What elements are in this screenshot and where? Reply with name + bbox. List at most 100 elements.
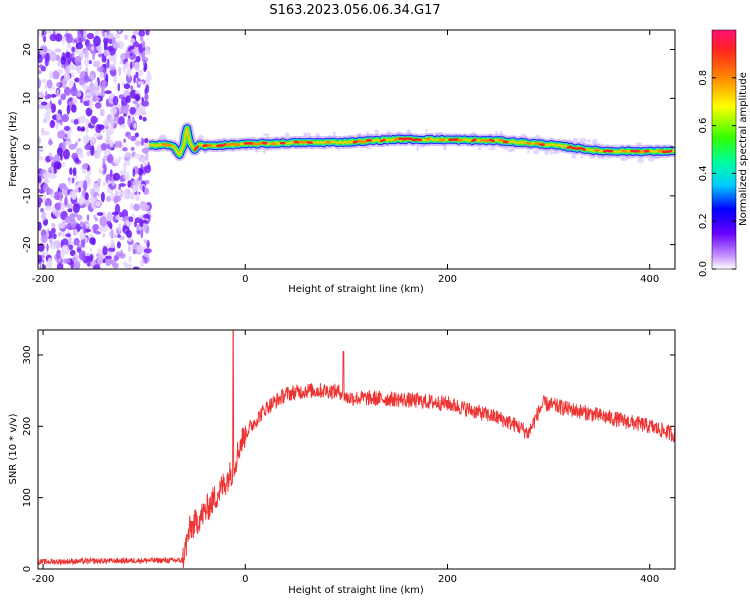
noise-blob: [129, 61, 133, 70]
noise-blob: [132, 60, 136, 68]
snr-background: [38, 330, 675, 569]
track-red-core: [471, 138, 477, 143]
noise-blob: [113, 114, 117, 122]
noise-blob: [38, 78, 41, 89]
noise-blob: [100, 88, 106, 98]
noise-blob: [49, 156, 54, 161]
noise-blob: [125, 95, 131, 104]
noise-blob: [147, 210, 151, 215]
noise-blob: [123, 138, 126, 144]
noise-blob: [88, 177, 91, 188]
noise-blob: [78, 250, 86, 261]
noise-blob: [110, 190, 114, 201]
noise-blob: [127, 134, 132, 140]
track-halo: [620, 157, 628, 162]
noise-blob: [96, 178, 102, 184]
noise-blob: [103, 37, 109, 45]
noise-blob: [109, 230, 115, 238]
noise-blob: [57, 222, 66, 229]
noise-blob: [118, 66, 122, 76]
noise-blob: [85, 123, 89, 134]
noise-blob: [61, 238, 69, 247]
noise-blob: [145, 30, 150, 36]
noise-blob: [124, 152, 132, 159]
noise-blob: [40, 101, 48, 106]
noise-blob: [92, 60, 101, 68]
noise-blob: [58, 99, 62, 106]
noise-blob: [133, 46, 137, 55]
track-red-core: [439, 138, 445, 142]
x-tick-label: 400: [640, 274, 659, 285]
noise-blob: [55, 33, 63, 42]
colorbar-tick-label: 0.6: [698, 118, 709, 134]
noise-blob: [85, 92, 91, 97]
noise-blob: [119, 235, 125, 241]
noise-blob: [83, 30, 87, 39]
track-halo: [332, 131, 336, 137]
track-red-core: [216, 143, 222, 148]
y-tick-label: 200: [22, 417, 33, 436]
noise-blob: [49, 244, 57, 249]
noise-blob: [103, 49, 110, 57]
noise-blob: [77, 30, 81, 37]
noise-blob: [140, 35, 144, 42]
noise-blob: [41, 234, 48, 243]
noise-blob: [112, 172, 121, 181]
noise-blob: [71, 104, 77, 113]
noise-blob: [77, 138, 81, 142]
noise-blob: [105, 132, 111, 142]
noise-blob: [116, 241, 121, 249]
noise-blob: [126, 171, 130, 182]
noise-blob: [120, 123, 126, 129]
track-halo: [544, 150, 549, 156]
noise-blob: [106, 211, 113, 222]
noise-blob: [110, 107, 118, 116]
noise-blob: [85, 119, 90, 124]
noise-blob: [142, 100, 150, 107]
noise-blob: [78, 115, 86, 124]
noise-blob: [95, 200, 101, 207]
noise-blob: [142, 185, 145, 193]
track-red-core: [484, 139, 491, 143]
noise-blob: [47, 257, 53, 268]
noise-blob: [137, 69, 143, 77]
track-halo: [507, 149, 516, 152]
track-red-core: [380, 138, 386, 143]
noise-blob: [82, 163, 89, 170]
noise-blob: [110, 119, 115, 128]
track-red-core: [193, 145, 200, 152]
noise-blob: [70, 259, 75, 269]
noise-blob: [144, 93, 149, 101]
noise-blob: [52, 70, 60, 80]
noise-blob: [134, 132, 139, 138]
noise-blob: [127, 47, 132, 52]
track-red-core: [480, 138, 486, 142]
noise-blob: [92, 86, 100, 91]
noise-blob: [86, 214, 90, 222]
noise-blob: [123, 172, 126, 180]
track-red-core: [575, 147, 582, 151]
noise-blob: [38, 54, 43, 64]
x-tick-label: 0: [242, 274, 248, 285]
noise-blob: [84, 192, 89, 201]
noise-blob: [119, 170, 127, 175]
noise-blob: [49, 137, 52, 146]
noise-blob: [86, 32, 95, 40]
noise-blob: [127, 69, 131, 78]
noise-blob: [71, 257, 76, 262]
snr-x-axis-label: Height of straight line (km): [288, 585, 424, 596]
noise-blob: [123, 161, 128, 167]
colorbar-ticks: 0.0 0.2 0.4 0.6 0.8: [698, 70, 736, 277]
track-halo: [571, 153, 577, 160]
noise-blob: [143, 248, 152, 254]
noise-blob: [117, 30, 122, 34]
track-halo: [303, 132, 311, 137]
noise-blob: [102, 246, 108, 256]
noise-blob: [128, 255, 132, 263]
noise-blob: [44, 112, 51, 123]
track-halo: [488, 147, 496, 151]
noise-blob: [99, 108, 105, 117]
noise-blob: [64, 125, 71, 131]
track-red-core: [361, 140, 368, 144]
noise-blob: [38, 182, 41, 188]
